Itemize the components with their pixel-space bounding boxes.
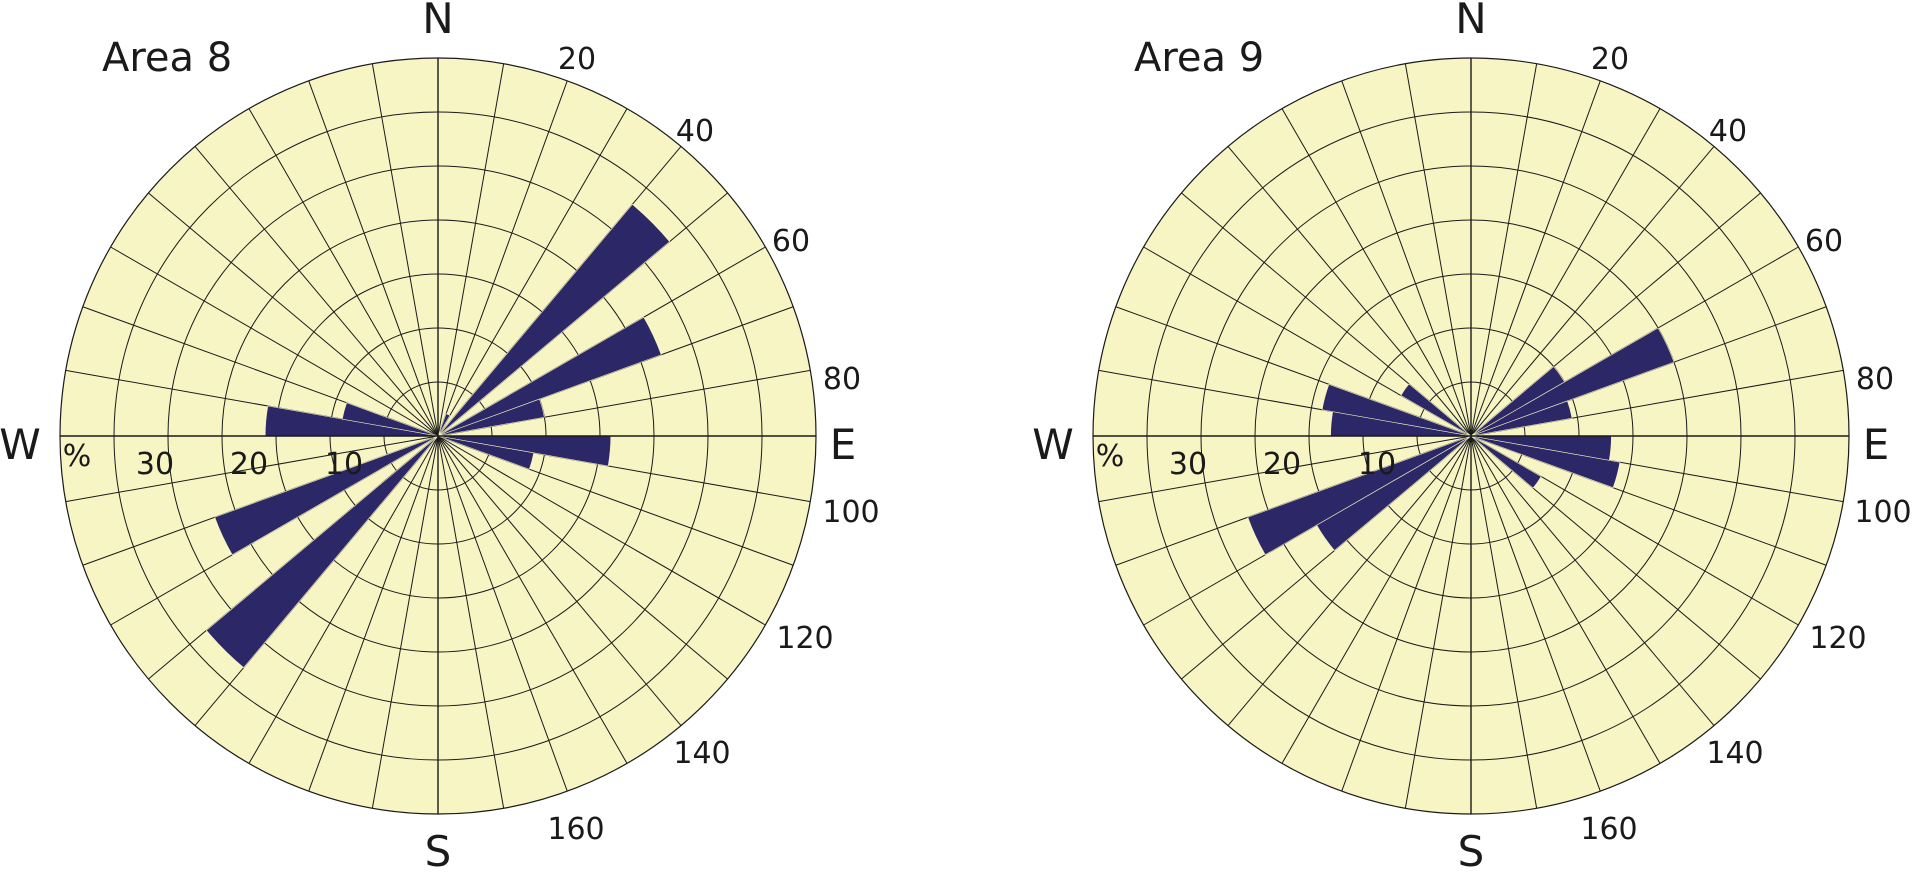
angle-label-40: 40 — [676, 114, 714, 149]
angle-label-100: 100 — [1854, 495, 1911, 530]
east-label: E — [830, 420, 857, 469]
grid-spoke — [437, 435, 682, 726]
angle-label-80: 80 — [823, 362, 861, 397]
grid-spoke — [1404, 63, 1472, 437]
radial-unit-label: % — [63, 439, 92, 474]
grid-spoke — [1098, 435, 1472, 503]
grid-spoke — [1281, 435, 1472, 764]
angle-label-60: 60 — [1805, 224, 1843, 259]
rose-chart-area-8: Area 8 N E S W 20 40 60 80 100 120 140 1… — [0, 0, 880, 874]
grid-spoke — [437, 435, 628, 764]
rose-petal — [1470, 327, 1675, 437]
radial-label-30: 30 — [1169, 447, 1207, 482]
grid-spoke — [65, 435, 439, 503]
angle-label-140: 140 — [673, 736, 730, 771]
grid-spoke — [1470, 435, 1538, 809]
rose-petal — [437, 316, 662, 437]
petal-group — [1247, 327, 1675, 556]
radial-label-10: 10 — [325, 447, 363, 482]
rose-petal — [205, 435, 439, 669]
rose-chart-area-9: Area 9 N E S W 20 40 60 80 100 120 140 1… — [1032, 0, 1911, 874]
grid-spoke — [1341, 435, 1472, 792]
west-label: W — [0, 420, 41, 469]
grid-spoke — [1341, 80, 1472, 437]
angle-label-80: 80 — [1856, 362, 1894, 397]
radial-label-10: 10 — [1358, 447, 1396, 482]
grid-spoke — [1404, 435, 1472, 809]
rose-petal — [437, 435, 535, 470]
angle-label-160: 160 — [1580, 812, 1637, 847]
grid-spoke — [437, 435, 505, 809]
rose-petal — [214, 435, 439, 556]
grid-spoke — [371, 435, 439, 809]
main-axes — [1093, 58, 1849, 814]
grid-spoke — [1470, 80, 1601, 437]
grid-spoke — [437, 63, 505, 437]
angle-label-40: 40 — [1709, 114, 1747, 149]
rose-petal — [437, 413, 451, 437]
grid-spoke — [1281, 108, 1472, 437]
angle-label-20: 20 — [1591, 42, 1629, 77]
grid-spoke — [1470, 108, 1661, 437]
grid-spoke — [437, 435, 766, 626]
angle-label-100: 100 — [822, 495, 879, 530]
south-label: S — [425, 827, 452, 869]
grid-spoke — [437, 108, 628, 437]
rose-petal — [341, 402, 439, 437]
angle-label-120: 120 — [776, 621, 833, 656]
rose-petal — [1470, 435, 1542, 489]
rose-petal — [1470, 435, 1621, 489]
angle-label-60: 60 — [772, 224, 810, 259]
grid-spoke — [110, 246, 439, 437]
grid-spoke — [437, 80, 568, 437]
chart-title: Area 8 — [102, 35, 232, 81]
east-label: E — [1863, 420, 1890, 469]
grid-spoke — [1227, 146, 1472, 437]
main-axes — [60, 58, 816, 814]
outer-rim — [1092, 57, 1850, 815]
south-label: S — [1458, 827, 1485, 869]
grid-spoke — [194, 146, 439, 437]
rose-petal — [437, 203, 671, 437]
rose-petal — [437, 398, 545, 437]
north-label: N — [422, 0, 453, 43]
grid-spoke — [1470, 435, 1601, 792]
grid-spoke — [371, 63, 439, 437]
outer-rim — [59, 57, 817, 815]
rose-petal — [1470, 400, 1573, 437]
petal-group — [205, 203, 671, 669]
angle-label-140: 140 — [1706, 736, 1763, 771]
chart-title: Area 9 — [1134, 35, 1264, 81]
grid-spoke — [1470, 435, 1715, 726]
rose-petal — [1247, 435, 1472, 556]
radial-label-20: 20 — [1263, 447, 1301, 482]
rose-petal — [1400, 383, 1472, 437]
radial-label-30: 30 — [136, 447, 174, 482]
grid-spoke — [248, 435, 439, 764]
grid-spoke — [1470, 435, 1661, 764]
grid-spoke — [1470, 146, 1715, 437]
grid-spoke — [437, 435, 728, 680]
radial-unit-label: % — [1096, 439, 1125, 474]
grid-spoke — [1470, 63, 1538, 437]
radial-label-20: 20 — [230, 447, 268, 482]
angle-label-160: 160 — [547, 812, 604, 847]
grid-spoke — [437, 435, 568, 792]
grid-spoke — [1227, 435, 1472, 726]
grid-spoke — [148, 192, 439, 437]
grid-spoke — [248, 108, 439, 437]
angle-label-20: 20 — [558, 42, 596, 77]
angle-label-120: 120 — [1809, 621, 1866, 656]
west-label: W — [1032, 420, 1074, 469]
grid-spoke — [308, 435, 439, 792]
grid-spoke — [308, 80, 439, 437]
north-label: N — [1455, 0, 1486, 43]
rose-petal — [1321, 383, 1472, 437]
